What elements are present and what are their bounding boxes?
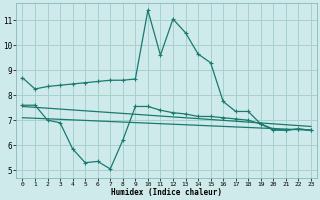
X-axis label: Humidex (Indice chaleur): Humidex (Indice chaleur)	[111, 188, 222, 197]
